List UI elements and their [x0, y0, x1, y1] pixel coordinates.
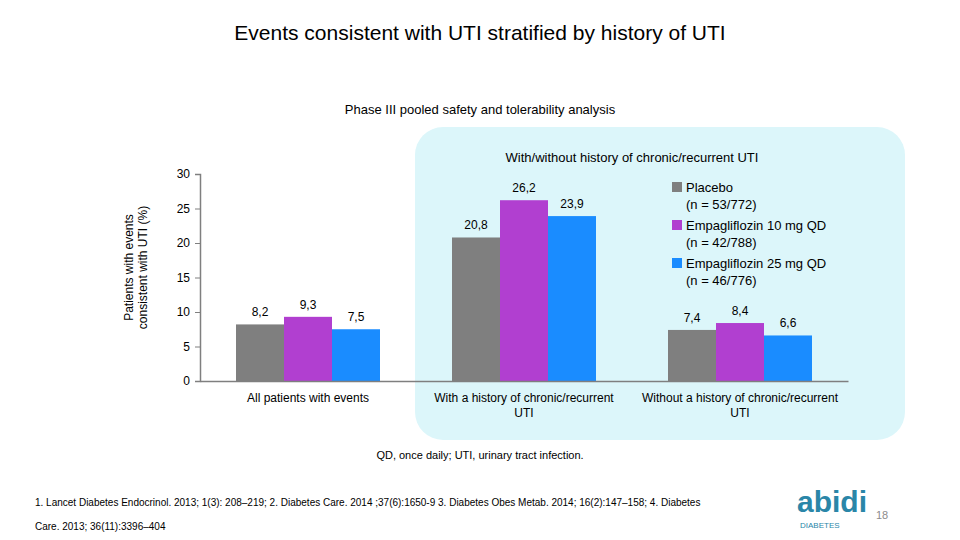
bar: [284, 317, 332, 381]
y-tick-label: 15: [177, 271, 191, 285]
y-tick-mark: [195, 209, 200, 210]
data-label: 8,2: [252, 305, 269, 319]
legend-label: Empagliflozin 10 mg QD(n = 42/788): [686, 218, 826, 250]
y-tick: 10: [177, 305, 200, 319]
y-axis-line: [195, 175, 201, 382]
data-label: 8,4: [732, 304, 749, 318]
data-label: 7,5: [348, 310, 365, 324]
y-tick-label: 30: [177, 167, 191, 181]
y-tick: 0: [183, 374, 200, 388]
chart-container: Events consistent with UTI stratified by…: [0, 0, 960, 540]
y-tick: 20: [177, 236, 200, 250]
x-tick-label: With a history of chronic/recurrentUTI: [434, 391, 614, 420]
x-tick-label: All patients with events: [247, 391, 369, 405]
subtitle: Phase III pooled safety and tolerability…: [345, 102, 616, 117]
y-tick-label: 5: [183, 340, 190, 354]
page-number: 18: [876, 509, 888, 521]
bar: [332, 329, 380, 381]
y-tick: 25: [177, 202, 200, 216]
y-tick-mark: [195, 381, 200, 382]
x-tick: All patients with events: [247, 391, 369, 405]
y-axis-title: Patients with eventsconsistent with UTI …: [122, 206, 150, 329]
bar-series: [332, 216, 812, 381]
y-tick-mark: [195, 174, 200, 175]
data-label: 7,4: [684, 311, 701, 325]
y-tick-label: 20: [177, 236, 191, 250]
x-tick: With a history of chronic/recurrentUTI: [434, 391, 614, 420]
data-label: 20,8: [464, 218, 488, 232]
logo-name: abidi: [797, 485, 867, 518]
y-tick-label: 10: [177, 305, 191, 319]
y-tick: 5: [183, 340, 200, 354]
logo-tagline: DIABETES: [800, 521, 840, 530]
legend-swatch: [672, 182, 682, 192]
reference-line: 1. Lancet Diabetes Endocrinol. 2013; 1(3…: [35, 497, 700, 508]
legend-item: Empagliflozin 10 mg QD(n = 42/788): [672, 218, 826, 250]
x-tick-label: Without a history of chronic/recurrentUT…: [642, 391, 839, 420]
legend: Placebo(n = 53/772) Empagliflozin 10 mg Q…: [672, 180, 826, 288]
y-tick-mark: [195, 312, 200, 313]
bar: [548, 216, 596, 381]
panel-background: [415, 127, 905, 440]
bar: [500, 200, 548, 381]
legend-label: Empagliflozin 25 mg QD(n = 46/776): [686, 256, 826, 288]
title: Events consistent with UTI stratified by…: [234, 21, 725, 44]
bar: [716, 323, 764, 381]
data-label: 23,9: [560, 197, 584, 211]
y-tick-mark: [195, 347, 200, 348]
y-tick-label: 25: [177, 202, 191, 216]
x-axis: All patients with events With a history o…: [201, 382, 849, 420]
legend-item: Placebo(n = 53/772): [672, 180, 756, 212]
data-label: 6,6: [780, 316, 797, 330]
bar: [452, 237, 500, 381]
legend-swatch: [672, 220, 682, 230]
panel-title: With/without history of chronic/recurren…: [506, 150, 759, 165]
legend-swatch: [672, 258, 682, 268]
legend-item: Empagliflozin 25 mg QD(n = 46/776): [672, 256, 826, 288]
legend-label: Placebo(n = 53/772): [686, 180, 756, 212]
bar: [764, 335, 812, 381]
chart-svg: Events consistent with UTI stratified by…: [0, 0, 960, 540]
y-axis: 0 5 10 15 20 25 30: [177, 167, 201, 388]
x-axis-line: [201, 381, 849, 383]
bar-series: [236, 237, 716, 381]
y-tick: 30: [177, 167, 200, 181]
footnote: QD, once daily; UTI, urinary tract infec…: [376, 449, 583, 461]
x-tick: Without a history of chronic/recurrentUT…: [642, 391, 839, 420]
data-label: 26,2: [512, 181, 536, 195]
y-tick-mark: [195, 243, 200, 244]
data-label: 9,3: [300, 298, 317, 312]
y-tick-label: 0: [183, 374, 190, 388]
reference-line: Care. 2013; 36(11):3396–404: [35, 521, 166, 532]
bar: [236, 324, 284, 381]
bar: [668, 330, 716, 381]
y-tick-mark: [195, 278, 200, 279]
y-tick: 15: [177, 271, 200, 285]
